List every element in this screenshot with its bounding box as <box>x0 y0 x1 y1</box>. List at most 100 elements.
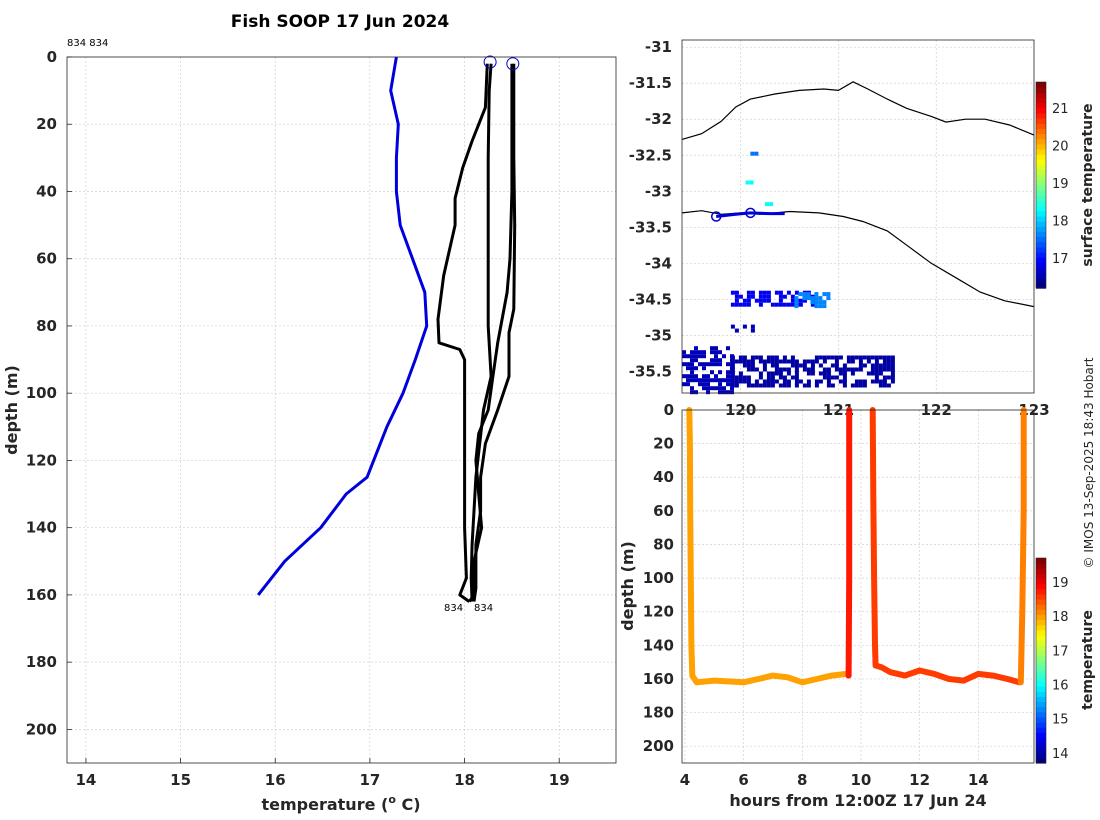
sst-pixel <box>754 298 759 303</box>
map-y-tick-label: -34.5 <box>629 290 672 308</box>
sst-pixel <box>726 382 730 387</box>
sst-pixel <box>754 379 759 384</box>
sst-pixel <box>770 302 775 307</box>
sst-colorbar-segment <box>1036 87 1046 93</box>
sst-pixel <box>750 359 755 364</box>
sst-pixel <box>734 294 739 299</box>
sst-pixel <box>698 382 702 387</box>
profile-series-profile-1 <box>469 63 493 602</box>
sst-pixel <box>802 367 807 372</box>
sst-pixel <box>738 302 743 307</box>
profile-x-tick-label: 19 <box>549 771 570 789</box>
sst-pixel <box>710 386 714 391</box>
temperature-colorbar-segment <box>1036 588 1046 595</box>
ship-track-marker <box>745 207 756 219</box>
sst-pixel <box>882 375 887 380</box>
sst-pixel <box>742 298 747 303</box>
sst-pixel <box>718 390 722 395</box>
depth-time-y-axis-label: depth (m) <box>618 541 637 631</box>
sst-pixel <box>702 374 706 379</box>
sst-pixel <box>810 363 815 368</box>
sst-colorbar-segment <box>1036 118 1046 124</box>
depth-time-panel: 4 6 8 10 12 14 0 20 40 60 80 100 120 140 160 180 200 14… <box>618 401 1096 810</box>
temperature-colorbar-segment <box>1036 583 1046 590</box>
sst-colorbar-segment <box>1036 123 1046 129</box>
sst-pixel <box>794 359 799 364</box>
sst-pixel <box>730 354 734 359</box>
sst-pixel <box>778 375 783 380</box>
sst-pixel <box>818 355 823 360</box>
depth-time-grid <box>682 409 1034 763</box>
sst-pixel <box>814 355 819 360</box>
sst-pixel <box>745 180 750 185</box>
depth-time-y-tick-label: 80 <box>653 535 674 553</box>
sst-pixel <box>866 359 871 364</box>
sst-colorbar-segment <box>1036 138 1046 145</box>
sst-pixel <box>726 390 730 395</box>
sst-pixel <box>890 379 895 384</box>
sst-pixel <box>770 371 775 376</box>
sst-pixel <box>878 371 883 376</box>
sst-pixel <box>690 374 694 379</box>
sst-pixel <box>810 300 815 305</box>
sst-colorbar-segment <box>1036 112 1046 119</box>
map-y-tick-label: -32.5 <box>629 146 672 164</box>
sst-colorbar-segment <box>1036 97 1046 104</box>
sst-pixel <box>762 290 767 295</box>
sst-pixel <box>814 359 819 364</box>
sst-pixel <box>850 371 855 376</box>
temperature-colorbar-segment <box>1036 722 1046 728</box>
temperature-colorbar-segment <box>1036 686 1046 692</box>
sst-pixel <box>766 359 771 364</box>
sst-pixel <box>782 383 787 388</box>
sst-pixel <box>810 302 815 307</box>
sst-colorbar-label: surface temperature <box>1080 103 1096 266</box>
sst-pixel <box>754 151 759 156</box>
sst-colorbar-segment <box>1036 154 1046 160</box>
sst-pixel <box>826 296 831 301</box>
sst-pixel <box>810 367 815 372</box>
sst-pixel <box>802 296 807 301</box>
temperature-colorbar-segment <box>1036 640 1046 646</box>
sst-pixel <box>682 354 686 359</box>
sst-pixel <box>822 304 827 309</box>
sst-pixel <box>730 390 734 395</box>
sst-pixel <box>742 355 747 360</box>
sst-pixel <box>702 366 706 371</box>
sst-pixel <box>742 379 747 384</box>
temperature-colorbar-segment <box>1036 742 1046 749</box>
sst-pixel <box>714 374 718 379</box>
sst-pixel <box>690 378 694 383</box>
sst-pixel <box>710 346 714 351</box>
sst-pixel <box>830 375 835 380</box>
sst-pixel <box>798 298 803 303</box>
sst-pixel <box>794 367 799 372</box>
sst-pixel <box>718 382 722 387</box>
sst-pixel <box>822 375 827 380</box>
sst-pixel <box>722 378 726 383</box>
profile-bottom-label-2: 834 <box>474 603 493 614</box>
sst-pixel <box>890 359 895 364</box>
sst-pixel <box>794 300 799 305</box>
sst-pixel <box>690 366 694 371</box>
sst-pixel <box>722 386 726 391</box>
sst-pixel <box>818 371 823 376</box>
sst-pixel <box>686 366 690 371</box>
sst-pixel <box>794 296 799 301</box>
sst-pixel <box>878 383 883 388</box>
sst-pixel <box>822 367 827 372</box>
sst-pixel <box>706 378 710 383</box>
sst-pixel <box>846 355 851 360</box>
sst-pixel <box>690 390 694 395</box>
sst-pixel <box>774 379 779 384</box>
sst-pixel <box>762 359 767 364</box>
sst-pixel <box>730 302 735 307</box>
sst-colorbar-segment <box>1036 262 1046 269</box>
sst-pixel <box>750 324 755 329</box>
sst-pixel <box>690 370 694 375</box>
sst-pixel <box>698 350 702 355</box>
profile-y-tick-label: 40 <box>36 182 57 200</box>
sst-pixel <box>842 383 847 388</box>
sst-pixel <box>814 383 819 388</box>
sst-pixel <box>782 359 787 364</box>
